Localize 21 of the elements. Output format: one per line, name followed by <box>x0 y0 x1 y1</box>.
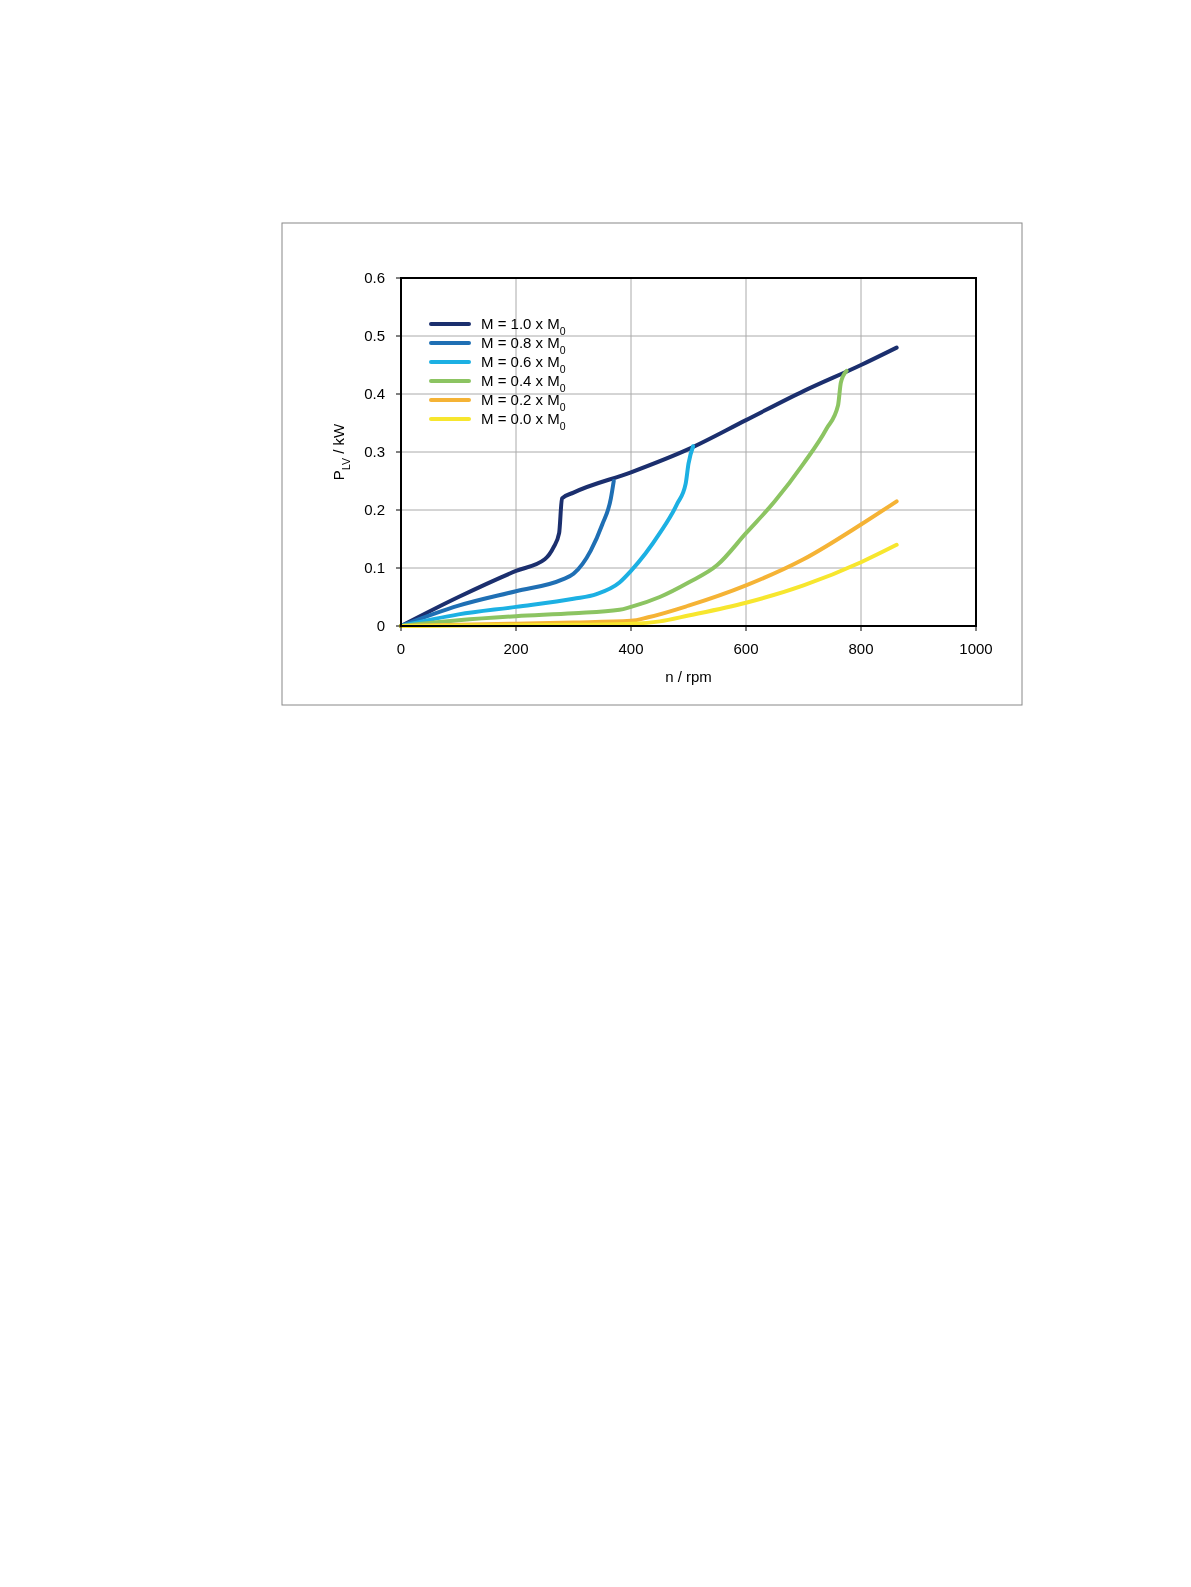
y-tick-label: 0.2 <box>364 501 385 518</box>
y-tick-label: 0.6 <box>364 269 385 286</box>
x-tick-label: 1000 <box>959 640 993 657</box>
legend-label: M = 0.4 x M$_{0}$ <box>481 372 566 394</box>
x-tick-label: 600 <box>733 640 759 657</box>
y-tick-label: 0.5 <box>364 327 385 344</box>
y-tick-label: 0.4 <box>364 385 385 402</box>
legend-label: M = 0.6 x M$_{0}$ <box>481 353 566 375</box>
x-tick-label: 800 <box>848 640 874 657</box>
x-axis-title: n / rpm <box>665 668 712 685</box>
line-series <box>399 542 899 628</box>
y-tick-label: 0.1 <box>364 559 385 576</box>
x-tick-label: 0 <box>396 640 406 657</box>
legend-label: M = 1.0 x M$_{0}$ <box>481 315 566 337</box>
legend-label: M = 0.2 x M$_{0}$ <box>481 391 566 413</box>
y-tick-label: 0 <box>376 617 385 634</box>
y-tick-label: 0.3 <box>364 443 385 460</box>
x-tick-label: 200 <box>503 640 529 657</box>
x-tick-label: 400 <box>618 640 644 657</box>
legend-label: M = 0.8 x M$_{0}$ <box>481 334 566 356</box>
legend-label: M = 0.0 x M$_{0}$ <box>481 410 566 432</box>
